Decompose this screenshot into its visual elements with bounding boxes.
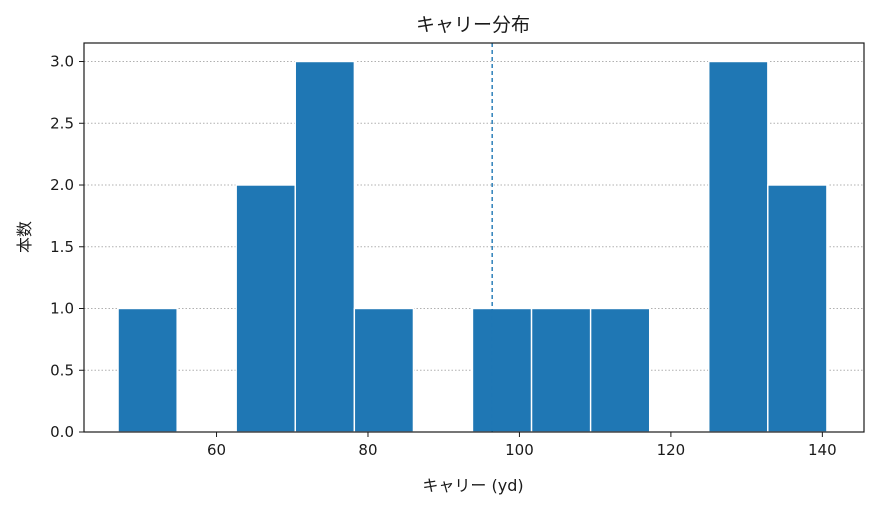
histogram-bar <box>235 184 296 433</box>
x-axis-title: キャリー (yd) <box>422 476 523 495</box>
x-tick-label: 60 <box>207 441 226 459</box>
x-tick-label: 140 <box>808 441 837 459</box>
plot-frame <box>83 42 865 433</box>
x-tick-label: 80 <box>358 441 377 459</box>
y-tick-label: 3.0 <box>50 53 74 71</box>
ticks-layer: 60 80 100 120 140 0.0 0.5 1.0 1.5 2.0 2.5 3.0 <box>50 53 837 459</box>
chart-title: キャリー分布 <box>416 14 530 36</box>
y-tick-label: 1.0 <box>50 300 74 318</box>
y-tick-label: 2.0 <box>50 176 74 194</box>
y-tick-label: 0.5 <box>50 361 74 379</box>
histogram-bar <box>530 307 592 433</box>
y-tick-label: 1.5 <box>50 238 74 256</box>
x-tick-label: 120 <box>657 441 686 459</box>
histogram-bar <box>353 307 415 433</box>
y-axis-title: 本数 <box>15 221 34 253</box>
y-tick-label: 2.5 <box>50 114 74 132</box>
x-tick-label: 100 <box>505 441 534 459</box>
y-tick-label: 0.0 <box>50 423 74 441</box>
histogram-bar <box>294 60 356 433</box>
histogram-bar <box>767 184 828 433</box>
histogram-bar <box>589 307 651 433</box>
histogram-bar <box>708 60 769 433</box>
histogram-bar <box>117 307 178 433</box>
histogram-bar <box>471 307 533 433</box>
